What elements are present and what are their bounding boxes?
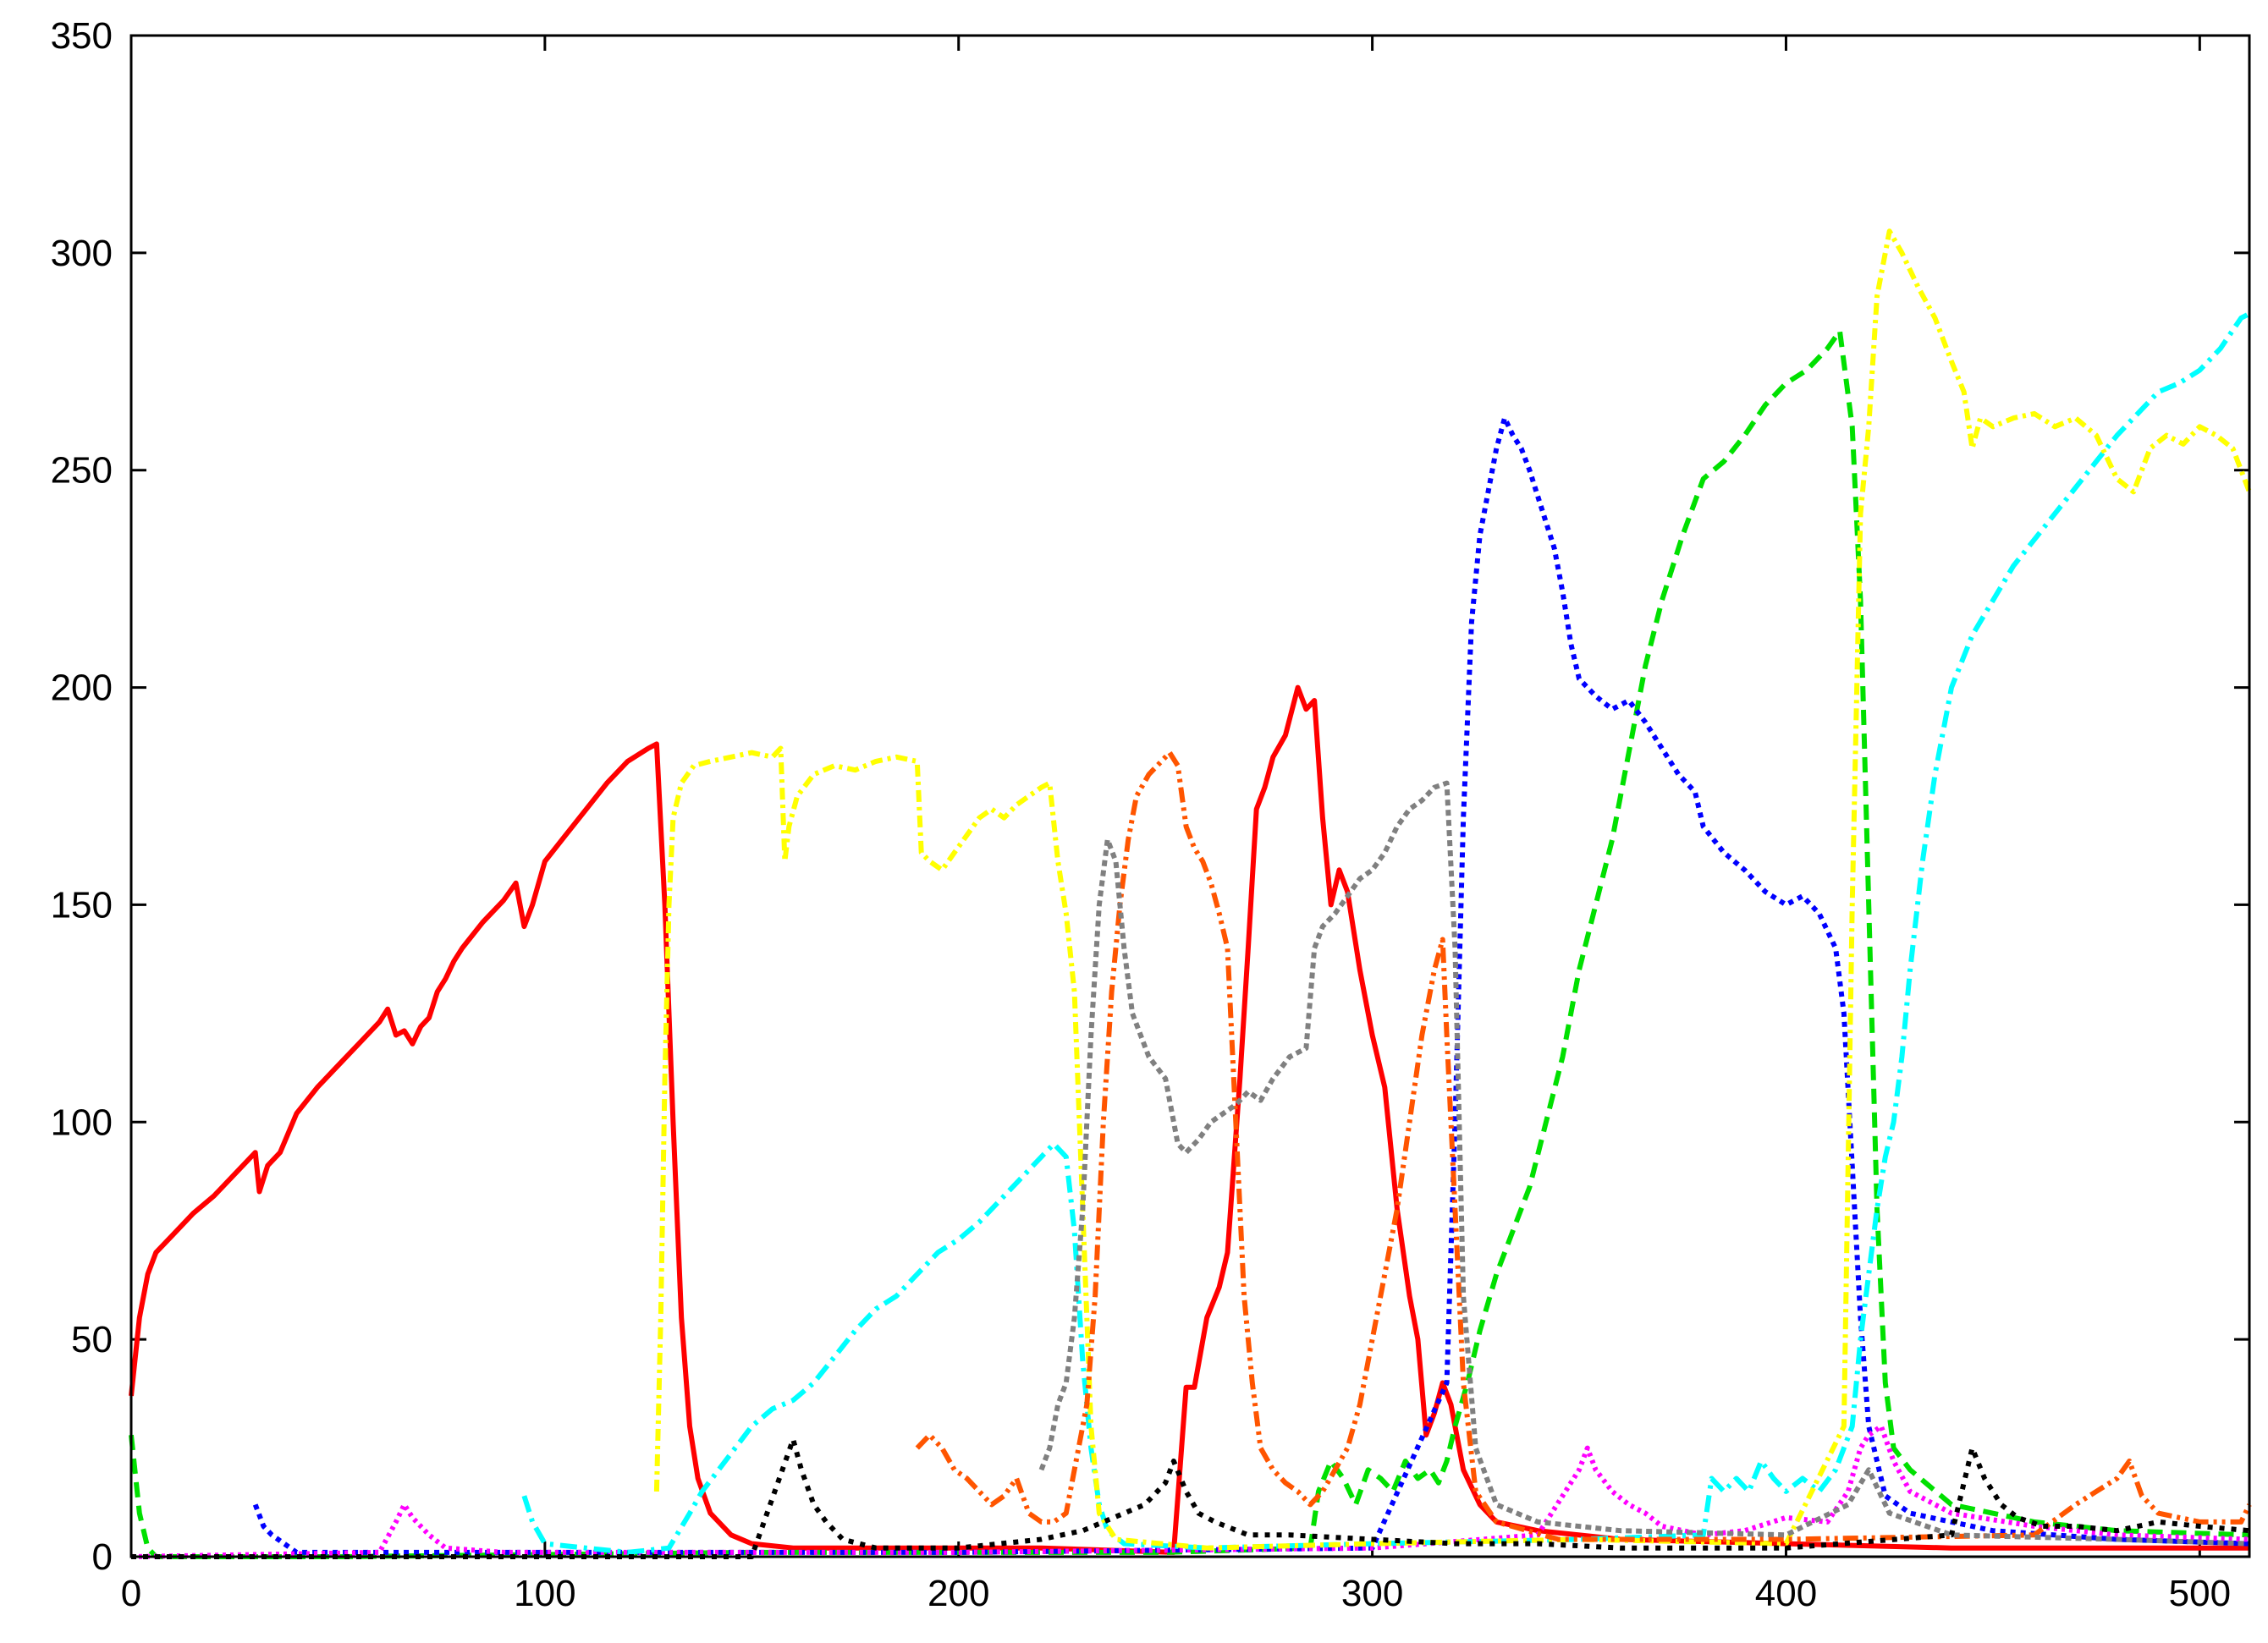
series-line-2 [129,328,2250,1559]
y-tick-label: 250 [51,450,113,492]
y-tick-label: 300 [51,233,113,274]
series-line-7 [915,750,2252,1542]
x-tick-label: 100 [514,1573,575,1614]
y-tick-label: 350 [51,15,113,57]
series-line-5 [521,311,2251,1555]
tick-labels-layer: 0 100 200 300 400 500 0 50 100 150 200 250 300 350 [51,15,2231,1614]
x-tick-label: 500 [2169,1573,2231,1614]
series-line-4 [130,1423,2250,1559]
y-tick-label: 150 [51,884,113,926]
series-line-6 [653,228,2252,1551]
plot-frame [129,34,2251,1558]
x-tick-label: 300 [1341,1573,1403,1614]
x-tick-label: 0 [121,1573,141,1614]
y-tick-label: 50 [71,1319,113,1360]
x-tick-label: 400 [1755,1573,1817,1614]
y-tick-label: 200 [51,668,113,709]
series-line-8 [1038,780,2250,1547]
y-tick-label: 0 [92,1536,113,1578]
x-tick-label: 200 [928,1573,989,1614]
ticks-layer [129,34,2249,1558]
series-line-1 [129,684,2249,1555]
y-tick-label: 100 [51,1102,113,1143]
series-layer [129,228,2252,1559]
